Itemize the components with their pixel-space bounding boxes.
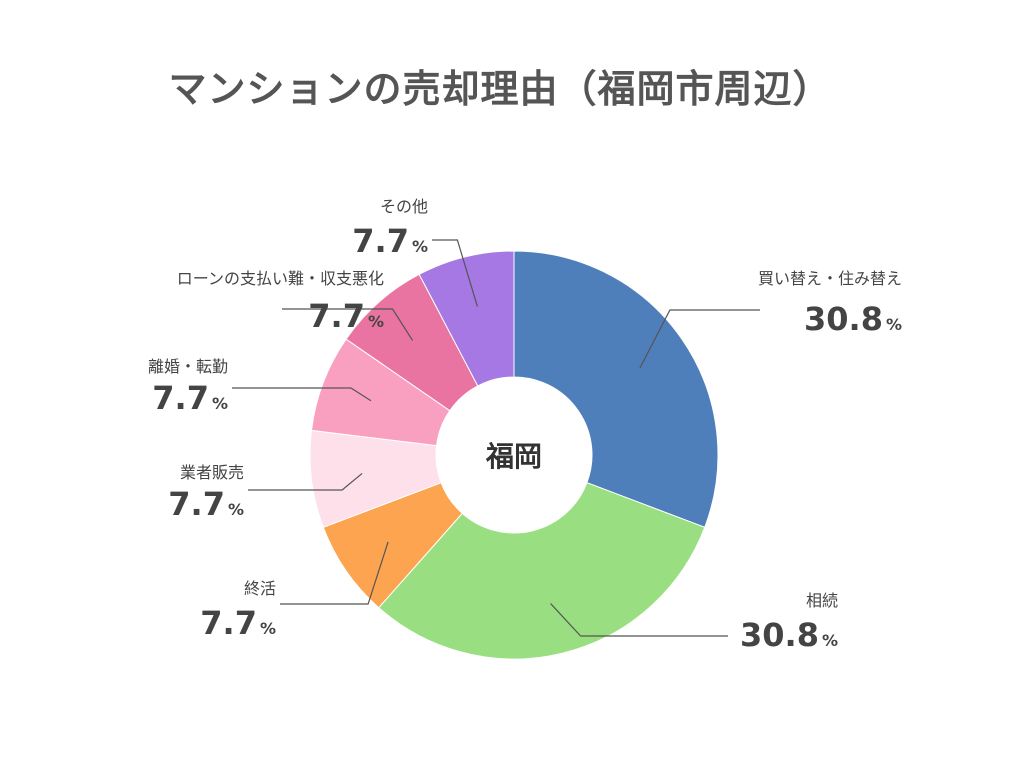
slice-value: 7.7% bbox=[200, 604, 276, 642]
slice-label: 相続 bbox=[806, 591, 838, 610]
slice-value: 7.7% bbox=[168, 485, 244, 523]
leader-line bbox=[232, 387, 372, 402]
slice-value: 30.8% bbox=[740, 616, 838, 654]
leader-line bbox=[282, 308, 414, 341]
leader-line bbox=[280, 541, 389, 605]
center-label: 福岡 bbox=[485, 440, 542, 473]
leader-line bbox=[432, 239, 478, 307]
slice-value: 7.7% bbox=[352, 222, 428, 260]
slice-label: 業者販売 bbox=[180, 463, 244, 482]
slice-value: 30.8% bbox=[804, 300, 902, 338]
chart-title: マンションの売却理由（福岡市周辺） bbox=[168, 67, 832, 111]
leader-line bbox=[248, 472, 363, 491]
slice-label: 買い替え・住み替え bbox=[758, 269, 902, 288]
leader-line bbox=[550, 603, 728, 637]
slice-value: 7.7% bbox=[308, 297, 384, 335]
leader-line bbox=[639, 309, 760, 369]
slice-label: その他 bbox=[380, 197, 428, 216]
slice-value: 7.7% bbox=[152, 379, 228, 417]
slice-label: 終活 bbox=[244, 579, 276, 598]
slice-label: ローンの支払い難・収支悪化 bbox=[177, 269, 384, 288]
slice-label: 離婚・転勤 bbox=[148, 357, 228, 376]
